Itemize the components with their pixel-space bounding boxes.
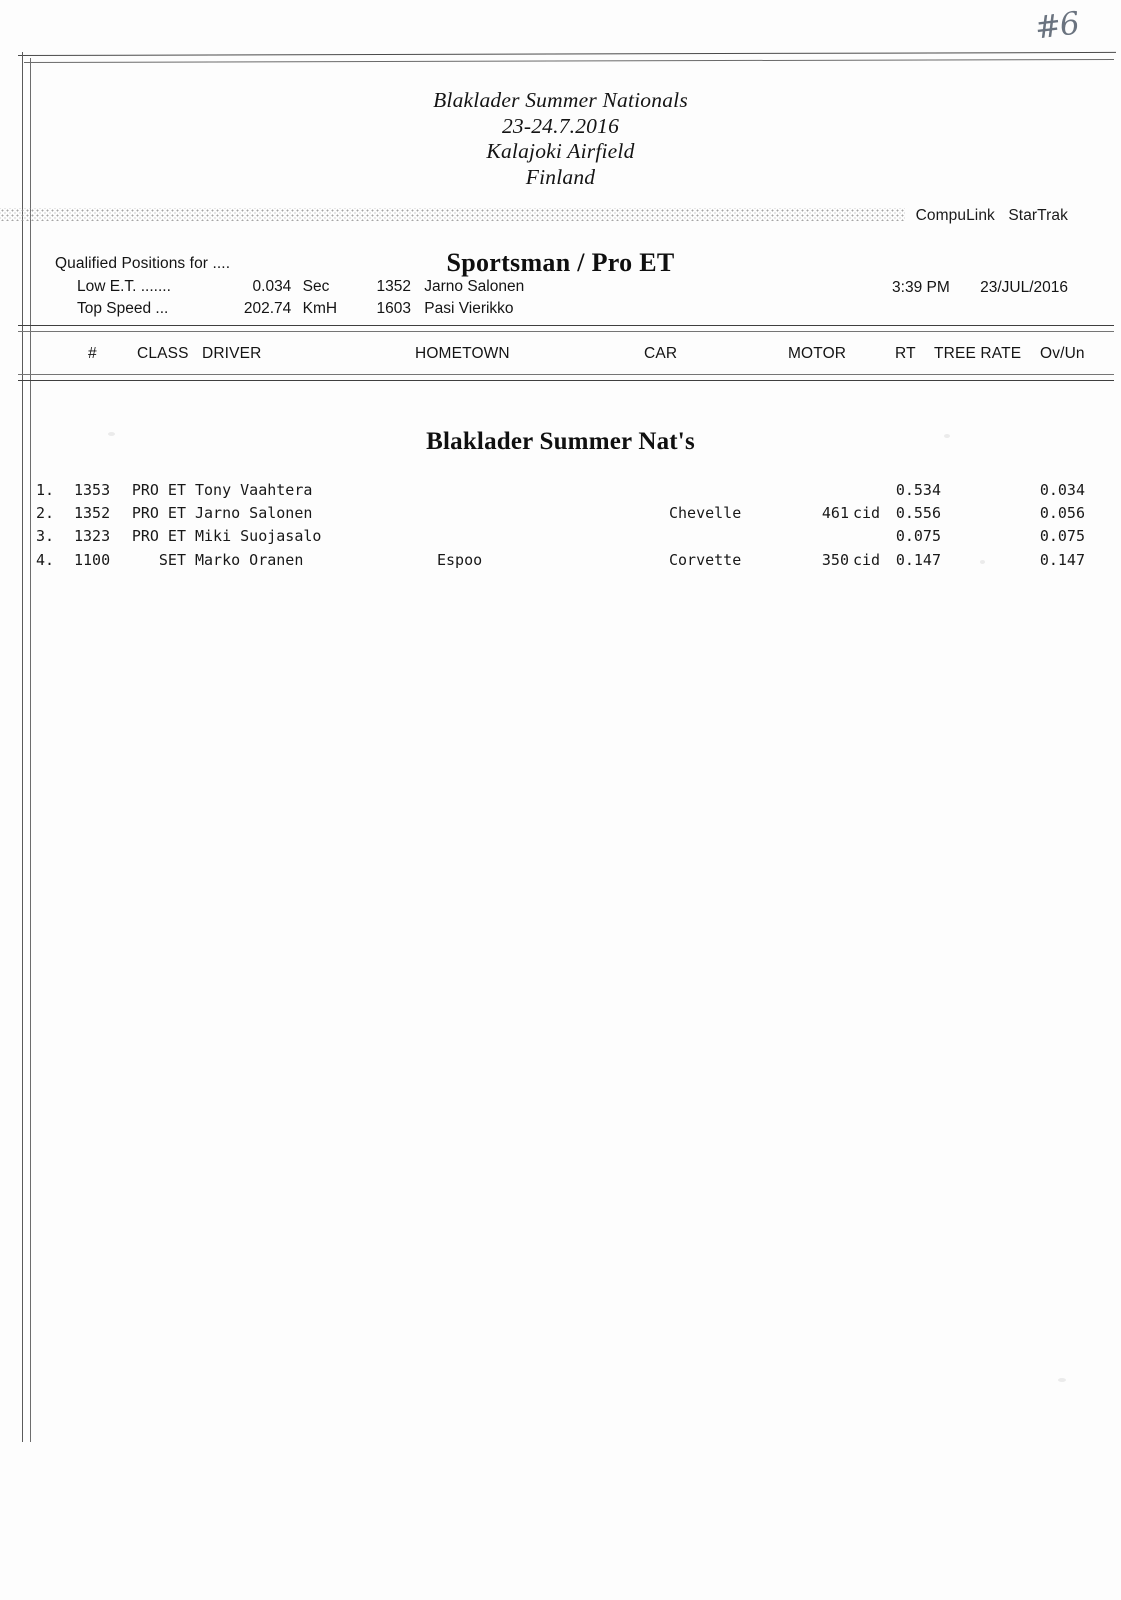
column-header-rt: RT xyxy=(895,345,916,362)
result-motor-unit: cid xyxy=(853,550,881,569)
column-header-ov-un: Ov/Un xyxy=(1040,345,1085,362)
result-rt: 0.534 xyxy=(895,481,941,499)
result-car-number: 1353 xyxy=(74,481,111,499)
low-et-label: Low E.T. ....... xyxy=(77,277,171,295)
qualified-positions-block: Qualified Positions for .... Low E.T. ..… xyxy=(55,253,524,321)
top-speed-car-number: 1603 xyxy=(376,300,411,317)
column-header-motor: MOTOR xyxy=(788,345,847,362)
result-rt: 0.147 xyxy=(895,550,941,569)
qualified-positions-title: Qualified Positions for .... xyxy=(55,255,231,272)
page-border-top-inner xyxy=(23,58,1114,63)
page-border-left-inner xyxy=(30,58,31,1442)
report-timestamp: 3:39 PM 23/JUL/2016 xyxy=(892,279,1068,297)
top-speed-unit: KmH xyxy=(302,300,338,317)
results-section-title: Blaklader Summer Nat's xyxy=(426,428,695,455)
top-speed-value: 202.74 xyxy=(243,300,292,317)
result-rt: 0.556 xyxy=(895,504,941,523)
column-header-number: # xyxy=(88,345,97,362)
table-rule-top-inner xyxy=(18,331,1114,332)
result-position: 3. xyxy=(36,527,55,546)
table-row: 2. 1352 PRO ET Jarno Salonen Chevelle 461 cid 0… xyxy=(0,504,1121,527)
table-row: 3. 1323 PRO ET Miki Suojasalo 0.075 0.075 xyxy=(0,527,1121,550)
top-speed-label: Top Speed ... xyxy=(77,300,169,317)
low-et-driver: Jarno Salonen xyxy=(424,277,525,295)
page-border-left-outer xyxy=(22,52,23,1442)
table-row: 4. 1100 SET Marko Oranen Espoo Corvette 350 cid… xyxy=(0,551,1121,574)
column-header-class: CLASS xyxy=(137,345,189,362)
result-class: PRO ET xyxy=(131,504,186,523)
low-et-row: Low E.T. ....... 0.034 Sec 1352 Jarno Sa… xyxy=(55,276,524,299)
table-rule-top-outer xyxy=(18,325,1114,326)
table-row: 1. 1353 PRO ET Tony Vaahtera 0.534 0.034 xyxy=(0,481,1121,504)
result-car-number: 1323 xyxy=(74,527,111,546)
column-header-car: CAR xyxy=(644,345,678,362)
result-position: 2. xyxy=(36,504,55,523)
brand-name: CompuLink xyxy=(915,207,995,224)
result-class: PRO ET xyxy=(131,481,186,499)
timing-system-brand: CompuLink StarTrak xyxy=(916,207,1068,225)
results-list: 1. 1353 PRO ET Tony Vaahtera 0.534 0.034 2. 135… xyxy=(0,481,1121,574)
scan-speckle xyxy=(108,432,115,436)
scan-speckle xyxy=(1058,1378,1066,1382)
result-position: 1. xyxy=(36,481,55,499)
brand-product: StarTrak xyxy=(1008,207,1068,224)
table-rule-bottom-inner xyxy=(18,374,1114,375)
event-dates: 23-24.7.2016 xyxy=(501,113,620,138)
report-date: 23/JUL/2016 xyxy=(980,279,1068,296)
column-header-tree-rate: TREE RATE xyxy=(934,345,1022,362)
result-class: PRO ET xyxy=(131,527,186,546)
result-car-number: 1100 xyxy=(74,550,111,569)
result-rt: 0.075 xyxy=(895,527,941,546)
class-title: Sportsman / Pro ET xyxy=(446,248,675,277)
top-speed-driver: Pasi Vierikko xyxy=(424,300,514,317)
result-ov-un: 0.034 xyxy=(1039,481,1085,499)
result-car: Chevelle xyxy=(669,504,742,523)
event-name: Blaklader Summer Nationals xyxy=(433,88,688,112)
event-venue: Kalajoki Airfield xyxy=(486,139,635,163)
column-header-driver: DRIVER xyxy=(202,345,262,362)
result-hometown: Espoo xyxy=(437,550,483,569)
result-ov-un: 0.075 xyxy=(1039,527,1085,546)
page-border-top-outer xyxy=(17,51,1116,56)
top-speed-row: Top Speed ... 202.74 KmH 1603 Pasi Vieri… xyxy=(55,298,524,321)
result-motor: 461 xyxy=(821,504,849,523)
handwritten-page-mark: #6 xyxy=(1033,5,1082,47)
result-ov-un: 0.147 xyxy=(1039,550,1085,569)
result-ov-un: 0.056 xyxy=(1039,504,1085,523)
result-motor: 350 xyxy=(821,550,849,569)
result-position: 4. xyxy=(36,550,55,569)
result-motor-unit: cid xyxy=(853,504,881,523)
table-rule-bottom-outer xyxy=(18,380,1114,381)
result-driver: Miki Suojasalo xyxy=(195,527,322,546)
low-et-car-number: 1352 xyxy=(376,277,411,295)
result-driver: Tony Vaahtera xyxy=(195,481,313,499)
scan-speckle xyxy=(944,434,950,438)
result-car: Corvette xyxy=(669,550,742,569)
table-column-headers: # CLASS DRIVER HOMETOWN CAR MOTOR RT TRE… xyxy=(0,345,1121,367)
low-et-unit: Sec xyxy=(302,277,330,295)
event-country: Finland xyxy=(525,164,596,189)
halftone-divider-band xyxy=(0,208,905,221)
report-time: 3:39 PM xyxy=(892,279,950,296)
scan-speckle xyxy=(980,560,985,564)
column-header-hometown: HOMETOWN xyxy=(415,345,510,362)
result-driver: Jarno Salonen xyxy=(195,504,313,523)
result-car-number: 1352 xyxy=(74,504,111,523)
result-class: SET xyxy=(158,550,186,569)
result-driver: Marko Oranen xyxy=(195,550,304,569)
event-header: Blaklader Summer Nationals 23-24.7.2016 … xyxy=(0,88,1121,190)
low-et-value: 0.034 xyxy=(252,277,292,295)
